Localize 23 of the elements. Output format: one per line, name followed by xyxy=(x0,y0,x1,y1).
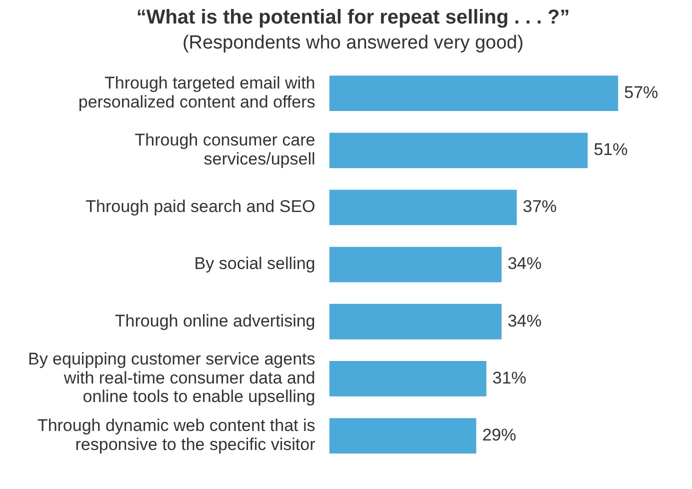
data-label: 34% xyxy=(508,254,542,274)
data-label: 57% xyxy=(624,83,658,102)
chart-title: “What is the potential for repeat selling . . . ?” xyxy=(136,6,570,29)
y-tick-label: By social selling xyxy=(194,254,316,274)
y-tick-label: By equipping customer service agents with real-time consumer data and online tools to enable upselling xyxy=(28,350,316,406)
bar xyxy=(329,361,486,396)
data-label: 31% xyxy=(492,368,526,388)
y-tick-label: Through dynamic web content that is responsive to the specific visitor xyxy=(37,416,316,454)
y-tick-label: Through consumer care services/upsell xyxy=(134,130,316,168)
data-label: 51% xyxy=(594,140,628,160)
bar xyxy=(329,132,588,168)
data-label: 34% xyxy=(508,311,542,330)
data-label: 37% xyxy=(522,197,557,216)
bar xyxy=(329,246,502,282)
chart-subtitle: (Respondents who answered very good) xyxy=(182,32,524,54)
bar xyxy=(329,190,517,226)
bar xyxy=(329,76,618,112)
data-label: 29% xyxy=(482,425,516,444)
bar xyxy=(329,304,502,340)
bar xyxy=(329,418,476,454)
y-tick-label: Through online advertising xyxy=(114,311,316,330)
y-tick-label: Through paid search and SEO xyxy=(86,197,316,216)
y-tick-label: Through targeted email with personalized content and offers xyxy=(78,74,316,112)
